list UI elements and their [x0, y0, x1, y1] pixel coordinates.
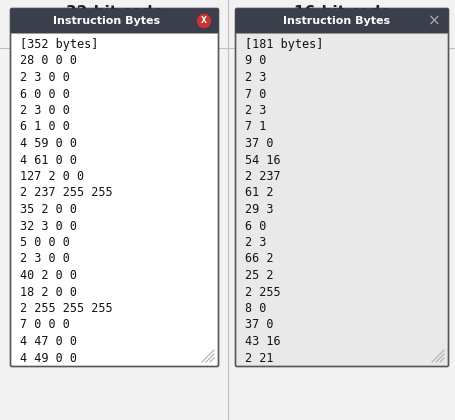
Text: [352 bytes]: [352 bytes]	[20, 38, 98, 51]
Text: 4 59 0 0: 4 59 0 0	[20, 137, 77, 150]
Text: 7 0 0 0: 7 0 0 0	[20, 318, 70, 331]
Text: 8 0: 8 0	[245, 302, 266, 315]
Text: 18 2 0 0: 18 2 0 0	[20, 286, 77, 299]
Text: 25 2: 25 2	[245, 269, 273, 282]
FancyBboxPatch shape	[10, 8, 218, 34]
Text: X: X	[201, 16, 207, 25]
Text: 2 237: 2 237	[245, 170, 281, 183]
Text: 127 2 0 0: 127 2 0 0	[20, 170, 84, 183]
Text: 2 21: 2 21	[245, 352, 273, 365]
Text: 40 2 0 0: 40 2 0 0	[20, 269, 77, 282]
FancyBboxPatch shape	[236, 8, 449, 34]
Text: 37 0: 37 0	[245, 318, 273, 331]
Text: 4 47 0 0: 4 47 0 0	[20, 335, 77, 348]
Text: 2 255: 2 255	[245, 286, 281, 299]
Text: 2 3: 2 3	[245, 71, 266, 84]
Text: 5 0 0 0: 5 0 0 0	[20, 236, 70, 249]
Text: 35 2 0 0: 35 2 0 0	[20, 203, 77, 216]
Text: 16-bit code: 16-bit code	[293, 5, 390, 20]
Text: Instruction Bytes: Instruction Bytes	[283, 16, 390, 26]
Bar	[237, 10, 447, 32]
FancyBboxPatch shape	[10, 8, 218, 367]
Text: 29 3: 29 3	[245, 203, 273, 216]
Circle shape	[197, 15, 211, 27]
Text: 54 16: 54 16	[245, 153, 281, 166]
Bar	[12, 10, 217, 32]
Text: 6 1 0 0: 6 1 0 0	[20, 121, 70, 134]
Text: 43 16: 43 16	[245, 335, 281, 348]
Text: 7 1: 7 1	[245, 121, 266, 134]
Text: 32 3 0 0: 32 3 0 0	[20, 220, 77, 233]
Text: 2 3: 2 3	[245, 236, 266, 249]
Text: [181 bytes]: [181 bytes]	[245, 38, 324, 51]
Text: 37 0: 37 0	[245, 137, 273, 150]
Text: 2 3: 2 3	[245, 104, 266, 117]
Text: 66 2: 66 2	[245, 252, 273, 265]
FancyBboxPatch shape	[236, 8, 449, 367]
Text: 32-bit code: 32-bit code	[66, 5, 163, 20]
Text: 6 0: 6 0	[245, 220, 266, 233]
Text: 2 3 0 0: 2 3 0 0	[20, 71, 70, 84]
Text: 2 3 0 0: 2 3 0 0	[20, 252, 70, 265]
Text: 2 237 255 255: 2 237 255 255	[20, 186, 113, 199]
Text: ×: ×	[428, 13, 440, 29]
Text: 61 2: 61 2	[245, 186, 273, 199]
Text: 6 0 0 0: 6 0 0 0	[20, 87, 70, 100]
Text: Instruction Bytes: Instruction Bytes	[53, 16, 160, 26]
Text: 4 61 0 0: 4 61 0 0	[20, 153, 77, 166]
Text: 7 0: 7 0	[245, 87, 266, 100]
Text: 9 0: 9 0	[245, 55, 266, 68]
Text: 4 49 0 0: 4 49 0 0	[20, 352, 77, 365]
Text: 2 3 0 0: 2 3 0 0	[20, 104, 70, 117]
Text: 28 0 0 0: 28 0 0 0	[20, 55, 77, 68]
Text: 2 255 255 255: 2 255 255 255	[20, 302, 113, 315]
